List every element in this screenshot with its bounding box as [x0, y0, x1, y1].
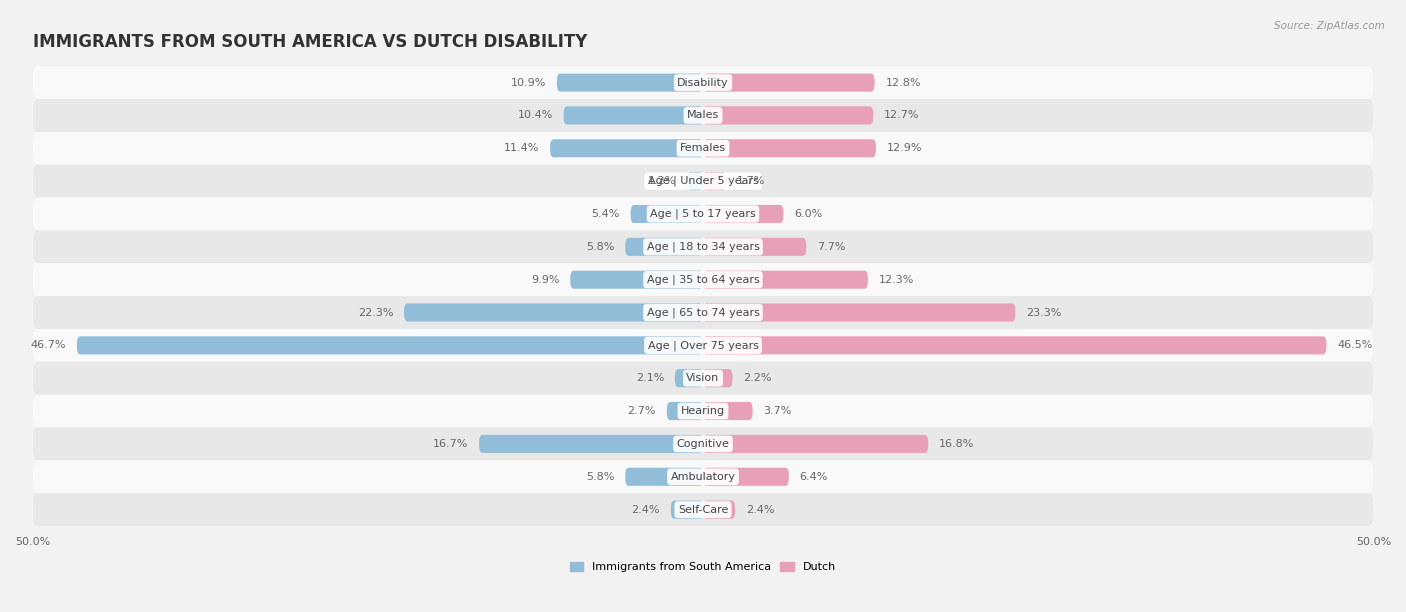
FancyBboxPatch shape: [703, 337, 1326, 354]
Text: Age | Under 5 years: Age | Under 5 years: [648, 176, 758, 187]
FancyBboxPatch shape: [32, 460, 1374, 493]
Text: Cognitive: Cognitive: [676, 439, 730, 449]
Text: 6.4%: 6.4%: [800, 472, 828, 482]
FancyBboxPatch shape: [32, 99, 1374, 132]
Text: 46.7%: 46.7%: [31, 340, 66, 350]
FancyBboxPatch shape: [32, 165, 1374, 198]
Text: 5.8%: 5.8%: [586, 242, 614, 252]
FancyBboxPatch shape: [32, 132, 1374, 165]
Text: 12.7%: 12.7%: [884, 110, 920, 121]
FancyBboxPatch shape: [32, 66, 1374, 99]
FancyBboxPatch shape: [32, 428, 1374, 460]
Text: Vision: Vision: [686, 373, 720, 383]
Text: 1.7%: 1.7%: [737, 176, 765, 186]
Text: 10.4%: 10.4%: [517, 110, 553, 121]
FancyBboxPatch shape: [626, 468, 703, 486]
Text: Self-Care: Self-Care: [678, 505, 728, 515]
Text: 7.7%: 7.7%: [817, 242, 845, 252]
Text: Males: Males: [688, 110, 718, 121]
Text: 16.7%: 16.7%: [433, 439, 468, 449]
Text: 12.3%: 12.3%: [879, 275, 914, 285]
Text: 3.7%: 3.7%: [763, 406, 792, 416]
FancyBboxPatch shape: [557, 73, 703, 92]
Text: Ambulatory: Ambulatory: [671, 472, 735, 482]
FancyBboxPatch shape: [703, 402, 752, 420]
FancyBboxPatch shape: [703, 435, 928, 453]
Text: 12.9%: 12.9%: [887, 143, 922, 153]
FancyBboxPatch shape: [688, 172, 703, 190]
FancyBboxPatch shape: [32, 362, 1374, 395]
FancyBboxPatch shape: [32, 493, 1374, 526]
Text: Source: ZipAtlas.com: Source: ZipAtlas.com: [1274, 21, 1385, 31]
Text: Age | 5 to 17 years: Age | 5 to 17 years: [650, 209, 756, 219]
FancyBboxPatch shape: [703, 73, 875, 92]
FancyBboxPatch shape: [675, 369, 703, 387]
FancyBboxPatch shape: [666, 402, 703, 420]
FancyBboxPatch shape: [32, 198, 1374, 230]
Text: 22.3%: 22.3%: [357, 307, 394, 318]
FancyBboxPatch shape: [77, 337, 703, 354]
Text: 5.4%: 5.4%: [592, 209, 620, 219]
FancyBboxPatch shape: [703, 205, 783, 223]
Text: 46.5%: 46.5%: [1337, 340, 1372, 350]
FancyBboxPatch shape: [32, 395, 1374, 428]
FancyBboxPatch shape: [703, 172, 725, 190]
Text: 1.2%: 1.2%: [648, 176, 676, 186]
FancyBboxPatch shape: [703, 271, 868, 289]
FancyBboxPatch shape: [571, 271, 703, 289]
Text: 11.4%: 11.4%: [505, 143, 540, 153]
FancyBboxPatch shape: [32, 329, 1374, 362]
Text: IMMIGRANTS FROM SOUTH AMERICA VS DUTCH DISABILITY: IMMIGRANTS FROM SOUTH AMERICA VS DUTCH D…: [32, 34, 586, 51]
FancyBboxPatch shape: [703, 140, 876, 157]
FancyBboxPatch shape: [703, 501, 735, 518]
Text: 6.0%: 6.0%: [794, 209, 823, 219]
FancyBboxPatch shape: [703, 238, 806, 256]
Legend: Immigrants from South America, Dutch: Immigrants from South America, Dutch: [571, 562, 835, 572]
Text: 9.9%: 9.9%: [531, 275, 560, 285]
FancyBboxPatch shape: [32, 230, 1374, 263]
FancyBboxPatch shape: [479, 435, 703, 453]
Text: 2.2%: 2.2%: [744, 373, 772, 383]
FancyBboxPatch shape: [404, 304, 703, 321]
Text: 2.7%: 2.7%: [627, 406, 657, 416]
Text: 2.4%: 2.4%: [747, 505, 775, 515]
FancyBboxPatch shape: [703, 304, 1015, 321]
FancyBboxPatch shape: [703, 106, 873, 124]
Text: 23.3%: 23.3%: [1026, 307, 1062, 318]
FancyBboxPatch shape: [550, 140, 703, 157]
Text: 2.4%: 2.4%: [631, 505, 659, 515]
Text: Disability: Disability: [678, 78, 728, 88]
FancyBboxPatch shape: [703, 369, 733, 387]
Text: Females: Females: [681, 143, 725, 153]
Text: Age | 65 to 74 years: Age | 65 to 74 years: [647, 307, 759, 318]
FancyBboxPatch shape: [631, 205, 703, 223]
FancyBboxPatch shape: [626, 238, 703, 256]
FancyBboxPatch shape: [703, 468, 789, 486]
Text: 2.1%: 2.1%: [636, 373, 664, 383]
Text: 5.8%: 5.8%: [586, 472, 614, 482]
FancyBboxPatch shape: [32, 296, 1374, 329]
FancyBboxPatch shape: [671, 501, 703, 518]
FancyBboxPatch shape: [32, 263, 1374, 296]
Text: Age | 18 to 34 years: Age | 18 to 34 years: [647, 242, 759, 252]
Text: Age | Over 75 years: Age | Over 75 years: [648, 340, 758, 351]
FancyBboxPatch shape: [564, 106, 703, 124]
Text: Age | 35 to 64 years: Age | 35 to 64 years: [647, 274, 759, 285]
Text: 10.9%: 10.9%: [510, 78, 546, 88]
Text: Hearing: Hearing: [681, 406, 725, 416]
Text: 16.8%: 16.8%: [939, 439, 974, 449]
Text: 12.8%: 12.8%: [886, 78, 921, 88]
